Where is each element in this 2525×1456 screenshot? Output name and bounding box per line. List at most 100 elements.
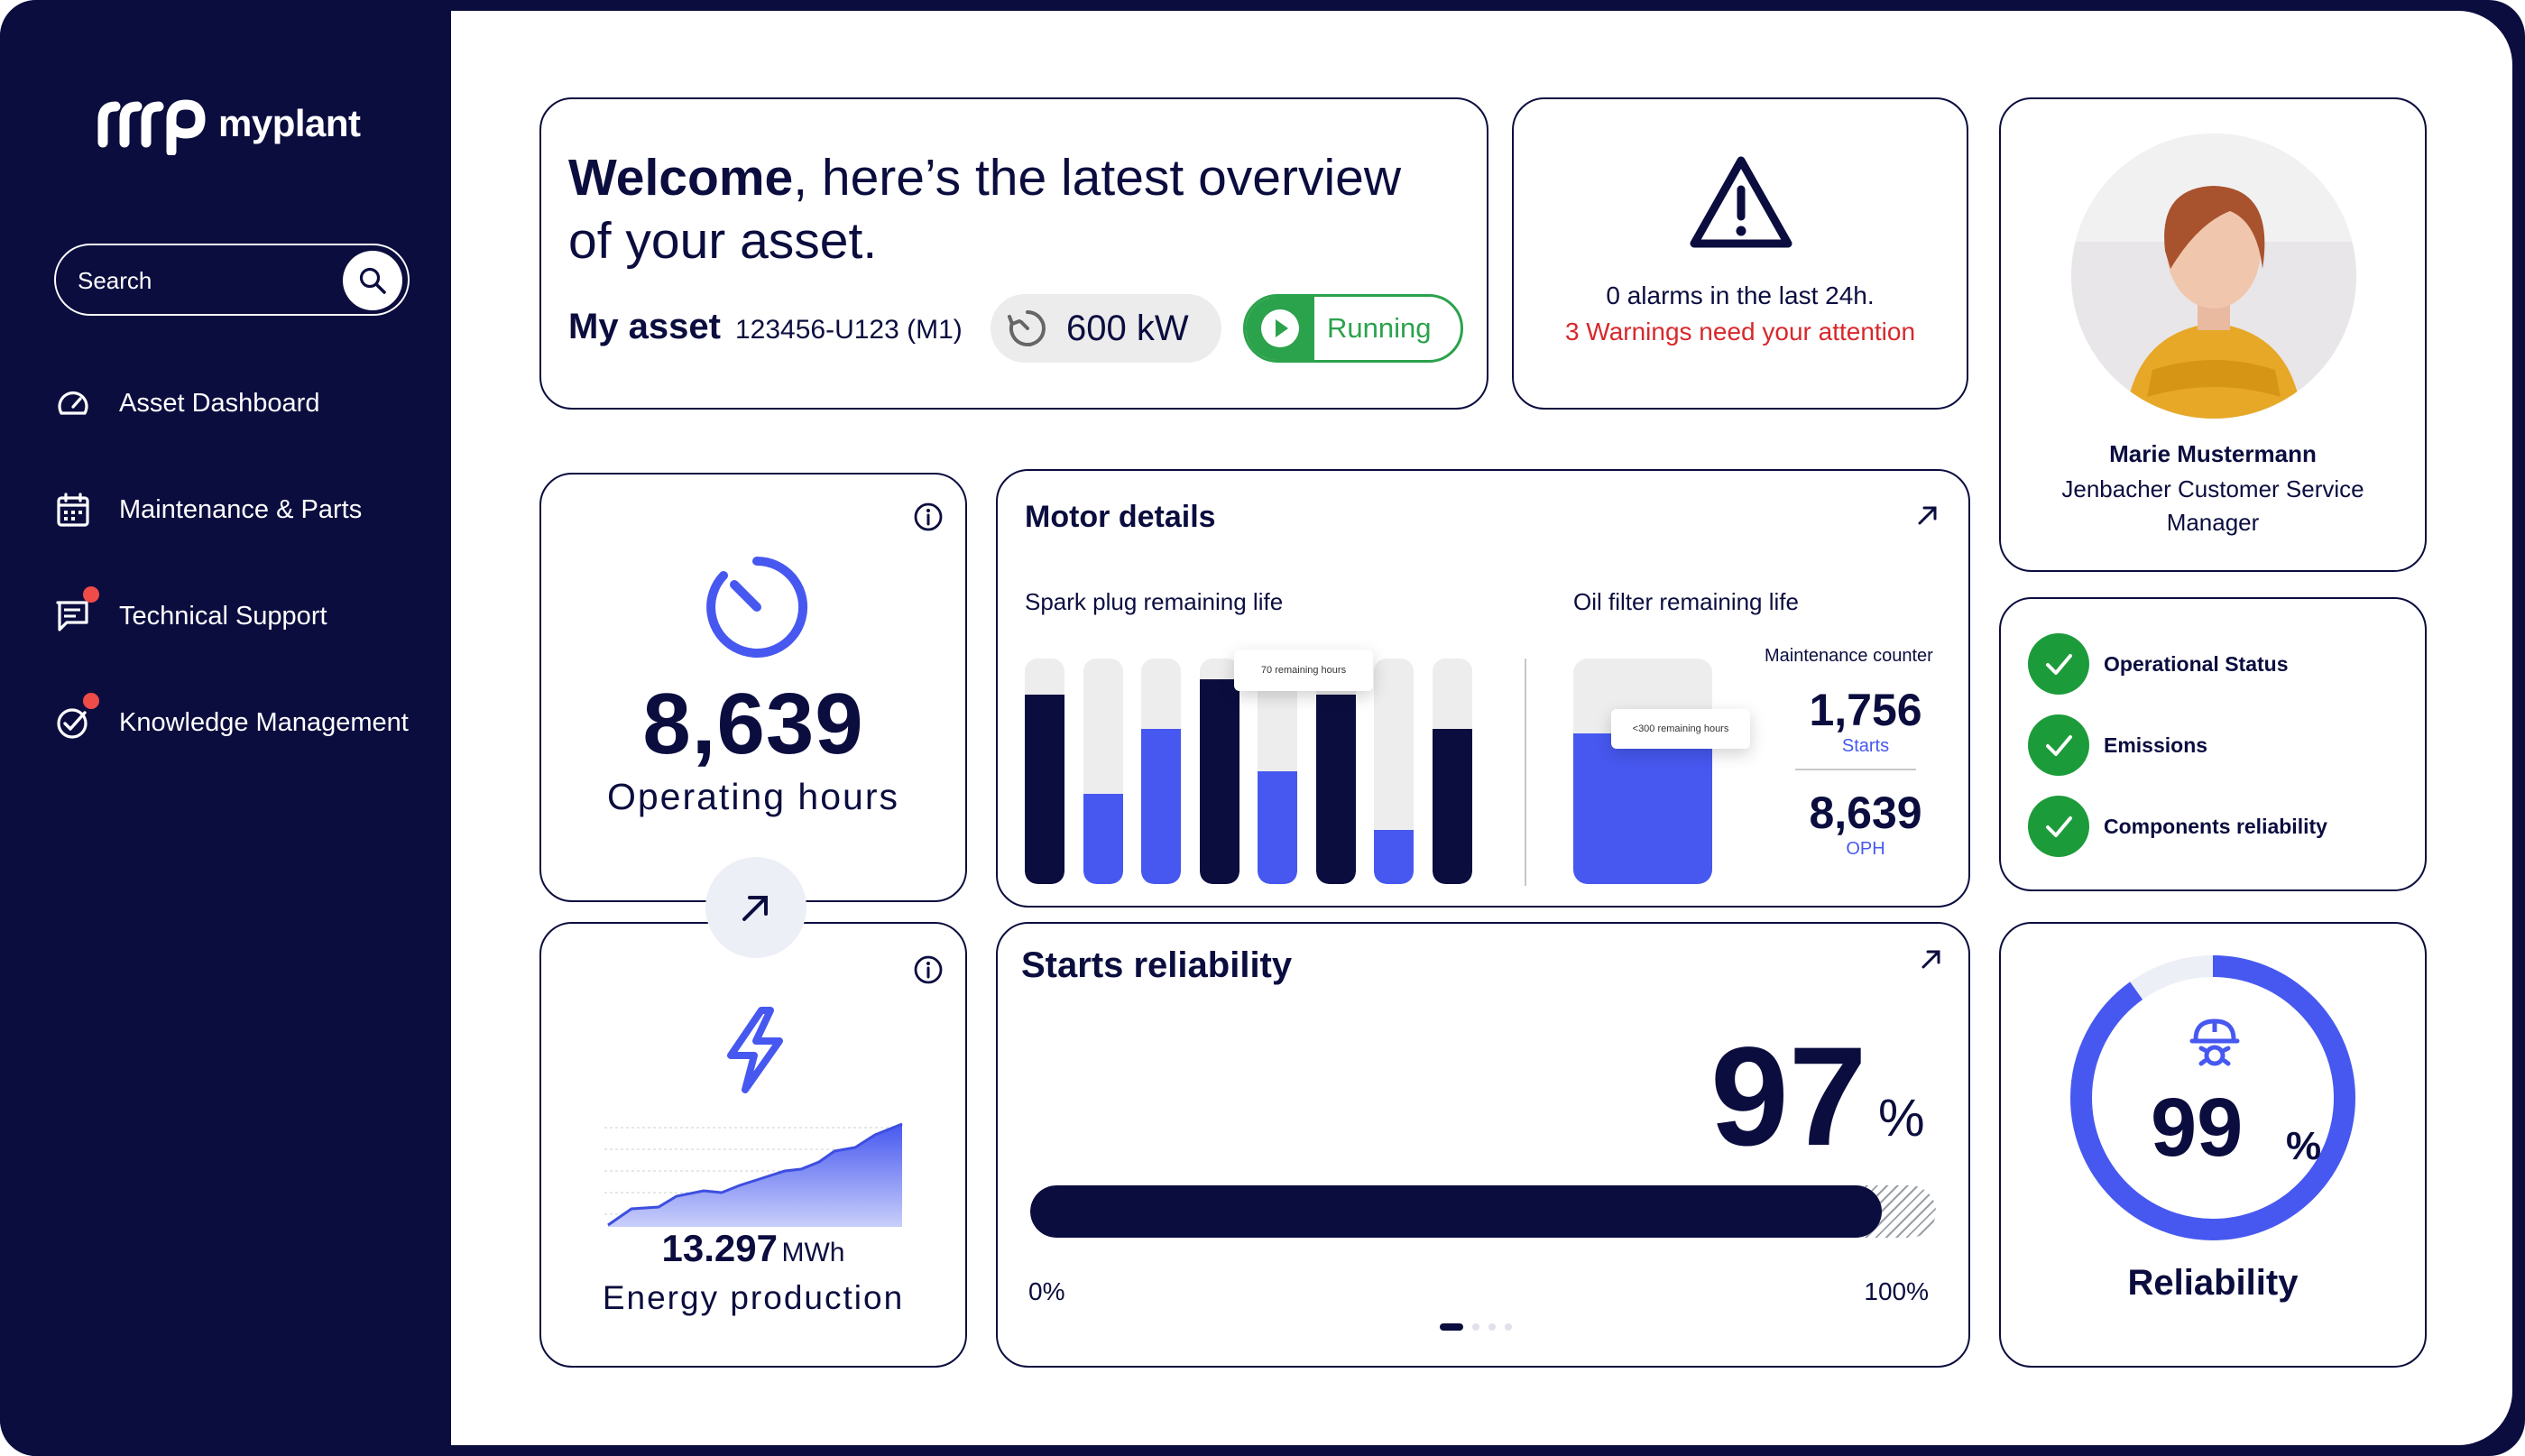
- sidebar-item-label: Asset Dashboard: [119, 388, 320, 418]
- check-icon-wrap: [2028, 714, 2089, 776]
- status-item-label: Operational Status: [2104, 651, 2289, 676]
- reliability-arc: [2070, 955, 2355, 1240]
- oil-filter-fill: [1573, 733, 1712, 884]
- check-icon: [2046, 654, 2072, 675]
- logo[interactable]: myplant: [97, 92, 361, 155]
- notification-dot: [83, 586, 99, 603]
- spark-plug-tooltip: 70 remaining hours: [1234, 650, 1373, 691]
- starts-reliability-progress-fill: [1030, 1185, 1882, 1238]
- warning-triangle-icon: [1690, 156, 1792, 248]
- progress-max-label: 100%: [1864, 1277, 1929, 1305]
- asset-label: My asset: [568, 307, 721, 346]
- spark-plug-bar-fill: [1315, 695, 1356, 884]
- power-badge: 600 kW: [991, 294, 1221, 363]
- carousel-dot[interactable]: [1505, 1323, 1512, 1331]
- starts-reliability-percent: %: [1878, 1089, 1925, 1147]
- logo-text: myplant: [218, 102, 361, 144]
- info-icon[interactable]: [913, 954, 944, 985]
- spark-plug-bar: [1315, 659, 1356, 884]
- spark-plug-bar-fill: [1199, 678, 1239, 884]
- oil-filter-label: Oil filter remaining life: [1573, 588, 1799, 615]
- motor-details-title: Motor details: [1025, 500, 1216, 534]
- running-status-button[interactable]: Running: [1243, 294, 1463, 363]
- sidebar-item-technical-support[interactable]: Technical Support: [54, 563, 433, 669]
- arrow-up-right-icon[interactable]: [1918, 945, 1945, 972]
- oph-label: OPH: [1846, 839, 1885, 859]
- operating-hours-value: 8,639: [642, 676, 864, 772]
- contact-card: Marie Mustermann Jenbacher Customer Serv…: [1999, 97, 2427, 572]
- notification-dot: [83, 693, 99, 709]
- timer-icon: [706, 557, 808, 658]
- starts-label: Starts: [1841, 736, 1890, 756]
- asset-id: 123456-U123 (M1): [734, 315, 963, 345]
- reliability-percent: %: [2286, 1124, 2322, 1168]
- carousel-dots: [1440, 1323, 1512, 1331]
- spark-plug-bar: [1258, 659, 1297, 884]
- energy-card: 13.297 MWh Energy production: [539, 922, 967, 1368]
- main-content: Welcome, here’s the latest overview of y…: [451, 11, 2512, 1445]
- spark-plug-bar-fill: [1141, 728, 1181, 884]
- avatar: [2071, 134, 2356, 419]
- status-item-label: Components reliability: [2104, 814, 2327, 838]
- check-icon-wrap: [2028, 796, 2089, 857]
- alarms-count-text: 0 alarms in the last 24h.: [1606, 281, 1875, 309]
- starts-reliability-title: Starts reliability: [1021, 945, 1293, 985]
- asset-info: My asset 123456-U123 (M1): [568, 307, 963, 347]
- reliability-card: 99 % Reliability: [1999, 922, 2427, 1368]
- status-item-operational[interactable]: Operational Status: [2028, 633, 2288, 695]
- spark-plug-bar: [1432, 659, 1472, 884]
- search-input[interactable]: [78, 260, 330, 301]
- engineer-helmet-icon: [2189, 1018, 2240, 1066]
- spark-plug-label: Spark plug remaining life: [1025, 588, 1284, 615]
- welcome-title-rest: , here’s the latest overview of your ass…: [568, 149, 1402, 270]
- welcome-title: Welcome, here’s the latest overview of y…: [568, 146, 1452, 272]
- search-icon: [359, 267, 386, 294]
- power-gauge-icon: [1008, 310, 1046, 346]
- contact-name: Marie Mustermann: [2109, 440, 2317, 467]
- spark-plug-bar: [1025, 659, 1064, 884]
- search-button[interactable]: [343, 251, 402, 310]
- contact-role: Jenbacher Customer Service Manager: [2061, 475, 2364, 536]
- check-circle-icon: [57, 708, 88, 739]
- status-card: Operational Status Emissions Components …: [1999, 597, 2427, 891]
- reliability-label: Reliability: [2127, 1263, 2299, 1303]
- play-icon: [1261, 309, 1299, 347]
- sidebar-item-maintenance-parts[interactable]: Maintenance & Parts: [54, 456, 433, 563]
- sidebar-item-label: Technical Support: [119, 601, 327, 631]
- operating-hours-card: 8,639 Operating hours: [539, 473, 967, 902]
- spark-plug-tooltip-text: 70 remaining hours: [1260, 665, 1347, 676]
- welcome-card: Welcome, here’s the latest overview of y…: [539, 97, 1488, 410]
- arrow-up-right-icon[interactable]: [1914, 502, 1941, 529]
- spark-plug-bar: [1083, 659, 1123, 884]
- arrow-up-right-icon: [742, 896, 768, 921]
- running-status-label: Running: [1327, 312, 1432, 344]
- oph-value: 8,639: [1809, 788, 1922, 838]
- sidebar-item-asset-dashboard[interactable]: Asset Dashboard: [54, 350, 433, 456]
- expand-arrow-button[interactable]: [705, 857, 806, 958]
- reliability-ring: [2070, 955, 2355, 1240]
- alarms-card[interactable]: 0 alarms in the last 24h. 3 Warnings nee…: [1512, 97, 1968, 410]
- person-avatar-icon: [2071, 134, 2356, 419]
- info-icon[interactable]: [913, 502, 944, 532]
- sidebar-item-knowledge-management[interactable]: Knowledge Management: [54, 669, 433, 776]
- reliability-value: 99: [2151, 1082, 2244, 1174]
- status-item-emissions[interactable]: Emissions: [2028, 714, 2207, 776]
- carousel-dot-active[interactable]: [1440, 1323, 1463, 1331]
- spark-plug-bar: [1374, 659, 1414, 884]
- spark-plug-bar-fill: [1025, 695, 1064, 884]
- play-icon-wrap: [1246, 297, 1314, 360]
- warnings-text[interactable]: 3 Warnings need your attention: [1564, 318, 1916, 346]
- status-item-components[interactable]: Components reliability: [2028, 796, 2327, 857]
- check-icon: [2046, 816, 2072, 837]
- chat-icon: [56, 601, 88, 631]
- spark-plug-bar: [1199, 659, 1239, 884]
- starts-reliability-progress: [1030, 1185, 1936, 1238]
- sidebar-item-label: Maintenance & Parts: [119, 494, 363, 524]
- starts-reliability-card: Starts reliability 97 % 0% 100%: [996, 922, 1970, 1368]
- carousel-dot[interactable]: [1488, 1323, 1496, 1331]
- energy-value: 13.297: [661, 1227, 778, 1269]
- spark-plug-bar-fill: [1083, 794, 1123, 884]
- spark-plug-bar-fill: [1374, 830, 1414, 884]
- carousel-dot[interactable]: [1472, 1323, 1479, 1331]
